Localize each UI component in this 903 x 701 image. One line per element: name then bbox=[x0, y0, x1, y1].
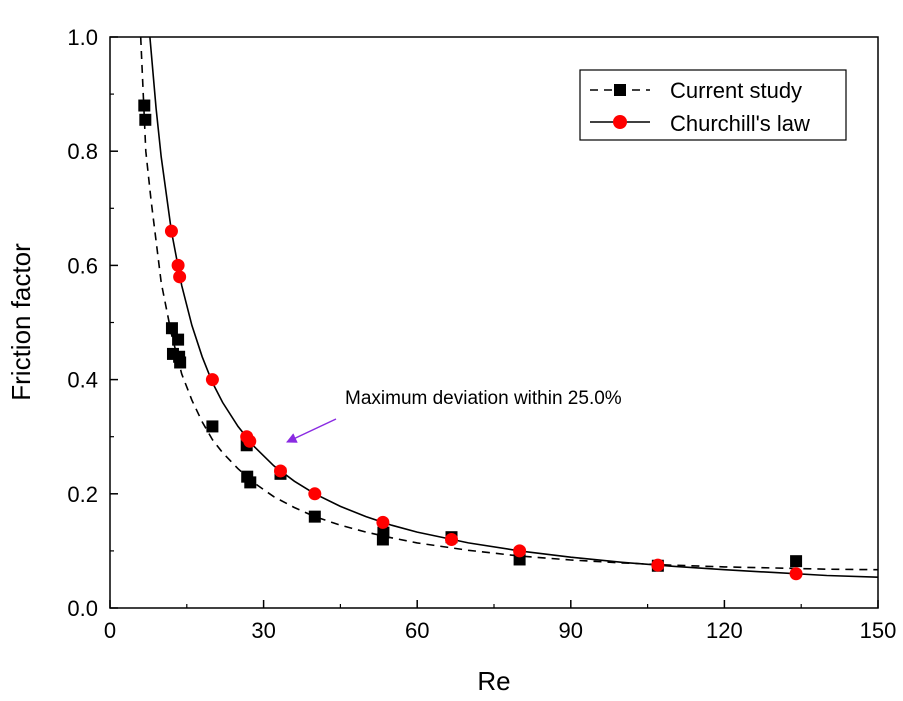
data-point-current-study bbox=[377, 526, 390, 539]
legend-box bbox=[579, 69, 847, 141]
data-point-current-study bbox=[308, 510, 321, 523]
x-tick-label: 120 bbox=[706, 618, 743, 643]
data-point-current-study bbox=[244, 476, 257, 489]
data-point-current-study bbox=[790, 555, 803, 568]
x-tick-label: 60 bbox=[405, 618, 429, 643]
legend-marker-current-study bbox=[614, 84, 626, 96]
x-tick-label: 0 bbox=[104, 618, 116, 643]
data-point-current-study bbox=[138, 99, 151, 112]
y-tick-label: 0.4 bbox=[67, 368, 98, 393]
data-point-churchill bbox=[308, 487, 322, 501]
data-point-churchill bbox=[164, 224, 178, 238]
data-point-churchill bbox=[243, 434, 257, 448]
legend-label-churchill: Churchill's law bbox=[670, 111, 810, 136]
data-point-current-study bbox=[165, 322, 178, 335]
data-point-churchill bbox=[513, 544, 527, 558]
x-tick-label: 90 bbox=[559, 618, 583, 643]
data-point-churchill bbox=[173, 270, 187, 284]
y-tick-label: 0.2 bbox=[67, 482, 98, 507]
data-point-current-study bbox=[206, 420, 219, 433]
y-tick-label: 1.0 bbox=[67, 25, 98, 50]
data-point-churchill bbox=[445, 532, 459, 546]
data-point-churchill bbox=[273, 464, 287, 478]
y-tick-label: 0.8 bbox=[67, 139, 98, 164]
x-tick-label: 30 bbox=[251, 618, 275, 643]
data-markers bbox=[138, 99, 803, 581]
data-point-current-study bbox=[172, 333, 185, 346]
x-axis-title: Re bbox=[477, 666, 510, 696]
y-tick-label: 0.6 bbox=[67, 253, 98, 278]
annotation-text: Maximum deviation within 25.0% bbox=[345, 388, 622, 409]
data-point-churchill bbox=[651, 558, 665, 572]
data-point-current-study bbox=[174, 356, 187, 369]
legend: Current study Churchill's law bbox=[579, 69, 847, 141]
legend-label-current-study: Current study bbox=[670, 78, 802, 103]
legend-marker-churchill bbox=[613, 115, 627, 129]
data-point-current-study bbox=[139, 113, 152, 126]
data-point-churchill bbox=[205, 373, 219, 387]
axis-ticks: 0 30 60 90 120 150 0.0 0.2 0.4 0.6 0.8 1.0 bbox=[67, 25, 896, 643]
y-tick-label: 0.0 bbox=[67, 596, 98, 621]
data-point-churchill bbox=[171, 258, 185, 272]
data-point-churchill bbox=[789, 567, 803, 581]
annotation-arrow bbox=[286, 418, 337, 443]
x-tick-label: 150 bbox=[860, 618, 897, 643]
data-point-churchill bbox=[376, 515, 390, 529]
y-axis-title: Friction factor bbox=[6, 243, 36, 401]
